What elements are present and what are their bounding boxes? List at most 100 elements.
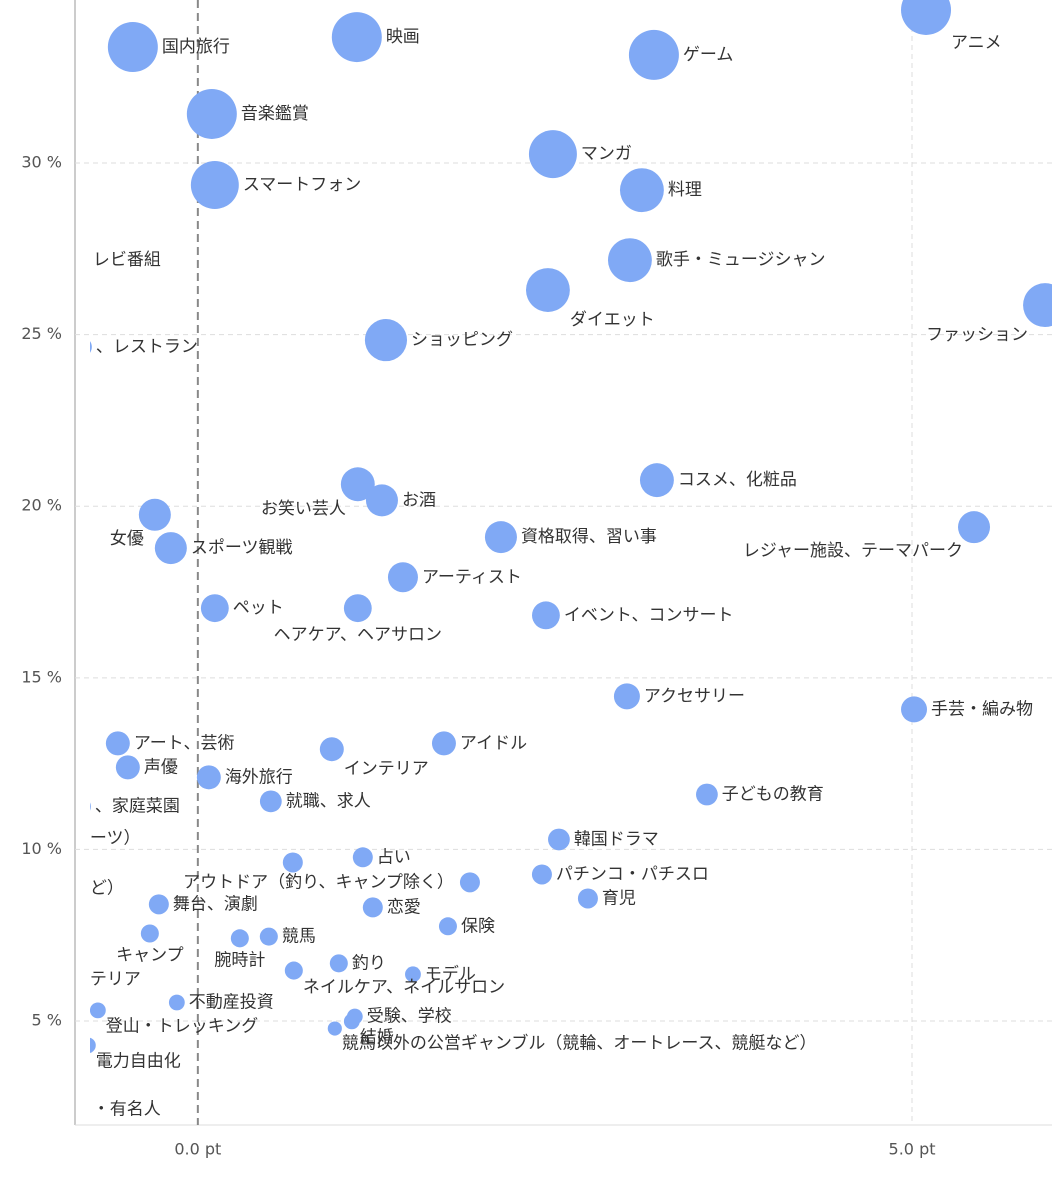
- bubble: [148, 894, 169, 915]
- bubble: [327, 1021, 342, 1036]
- bubble: [66, 879, 86, 899]
- bubble: [90, 1002, 106, 1019]
- bubble-label: 音楽鑑賞: [241, 104, 309, 124]
- bubble: [901, 696, 928, 723]
- bubble: [613, 683, 640, 710]
- bubble-label: 結婚: [360, 1027, 394, 1047]
- bubble-label: 競馬以外の公営ギャンブル（競輪、オートレース、競艇など）: [342, 1033, 817, 1054]
- bubble: [607, 238, 652, 283]
- bubble-label: お酒: [402, 490, 436, 510]
- bubble-label: 映画: [386, 27, 420, 47]
- bubble: [901, 0, 952, 35]
- bubble-label: 子どもの教育: [722, 785, 824, 805]
- bubble-label: ゲーム: [683, 45, 734, 65]
- bubble: [190, 161, 239, 209]
- bubble-label: お笑い芸人: [261, 499, 346, 519]
- bubble: [548, 828, 570, 851]
- bubble-label: ネイルケア、ネイルサロン: [303, 978, 505, 998]
- bubble: [619, 168, 664, 213]
- bubble-label: アート、芸術: [134, 733, 235, 753]
- bubble: [105, 731, 130, 756]
- bubble: [90, 802, 91, 811]
- bubble-label: アーティスト: [422, 567, 522, 587]
- bubble: [69, 250, 89, 270]
- bubble-label: レジャー施設、テーマパーク: [743, 541, 963, 561]
- bubble: [200, 594, 229, 623]
- bubble: [107, 22, 158, 73]
- bubble: [438, 917, 457, 936]
- bubble: [282, 852, 303, 873]
- bubble-label: ペット: [233, 598, 284, 618]
- bubble-label: スマートフォン: [243, 175, 362, 195]
- bubble: [115, 755, 140, 780]
- bubble-label: ファッション: [926, 325, 1028, 345]
- x-tick-label: 0.0 pt: [174, 1140, 221, 1159]
- bubble-label: 登山・トレッキング: [106, 1016, 259, 1036]
- bubble: [525, 268, 570, 312]
- bubble: [628, 29, 679, 80]
- bubble-label: 占い: [377, 847, 411, 867]
- bubble-label: 声優: [144, 757, 178, 777]
- bubble-label: 恋愛: [387, 896, 421, 917]
- bubble: [364, 319, 408, 362]
- bubble: [259, 790, 282, 813]
- y-tick-label: 15 %: [21, 667, 62, 686]
- bubble-label: アウトドア（釣り、キャンプ除く）: [183, 872, 454, 892]
- bubble-label: 資格取得、習い事: [521, 527, 657, 547]
- bubble-label: キャンプ: [116, 946, 184, 966]
- bubble: [431, 731, 456, 756]
- bubble: [1023, 283, 1052, 328]
- bubble: [331, 12, 382, 63]
- bubble-label: アクセサリー: [644, 686, 745, 706]
- y-tick-label: 10 %: [21, 839, 62, 858]
- bubble: [343, 594, 372, 623]
- bubble: [319, 737, 344, 762]
- x-tick-label: 5.0 pt: [889, 1140, 936, 1159]
- bubble-label: イベント、コンサート: [564, 605, 734, 625]
- bubble: [343, 1013, 360, 1030]
- bubble: [531, 864, 552, 885]
- bubble-label: コスメ、化粧品: [678, 470, 797, 490]
- bubble-label: 舞台、演劇: [173, 894, 258, 914]
- bubble: [696, 783, 718, 806]
- bubble: [196, 765, 221, 790]
- bubble: [90, 1037, 96, 1053]
- bubble-label: 電力自由化: [96, 1051, 181, 1071]
- bubble: [140, 924, 159, 943]
- y-tick-label: 25 %: [21, 324, 62, 343]
- bubble: [340, 467, 375, 502]
- bubble: [365, 484, 398, 517]
- bubble: [90, 341, 92, 353]
- bubble-label: 競馬: [282, 927, 316, 947]
- bubble-label: ・有名人: [93, 1100, 161, 1120]
- bubble-label: テリア: [90, 969, 141, 989]
- bubble: [532, 601, 560, 630]
- grid: [75, 0, 1052, 1125]
- bubble: [405, 966, 421, 983]
- bubble-label: 、レストラン: [96, 337, 198, 357]
- bubble: [138, 498, 171, 531]
- bubble-label: ーツ）: [90, 828, 141, 848]
- bubble: [639, 463, 674, 498]
- bubble-label: 就職、求人: [286, 791, 371, 811]
- bubble-label: 海外旅行: [225, 767, 293, 787]
- bubble-label: 不動産投資: [189, 992, 274, 1012]
- bubble: [484, 521, 517, 554]
- bubble-label: 育児: [602, 888, 636, 908]
- bubble-label: インテリア: [344, 759, 429, 779]
- bubble: [352, 847, 373, 868]
- bubble: [284, 961, 303, 980]
- bubble-label: 手芸・編み物: [931, 699, 1033, 719]
- bubble-label: ど）: [90, 879, 124, 899]
- bubble-label: モデル: [425, 963, 476, 984]
- bubble: [362, 897, 383, 918]
- bubble-label: 保険: [461, 916, 495, 936]
- bubble-label: 腕時計: [214, 950, 265, 970]
- bubble: [154, 532, 187, 565]
- y-tick-label: 5 %: [32, 1011, 62, 1030]
- bubble-label: 国内旅行: [162, 37, 230, 57]
- bubble-label: マンガ: [581, 144, 632, 164]
- bubble: [66, 969, 86, 989]
- bubble: [66, 828, 86, 848]
